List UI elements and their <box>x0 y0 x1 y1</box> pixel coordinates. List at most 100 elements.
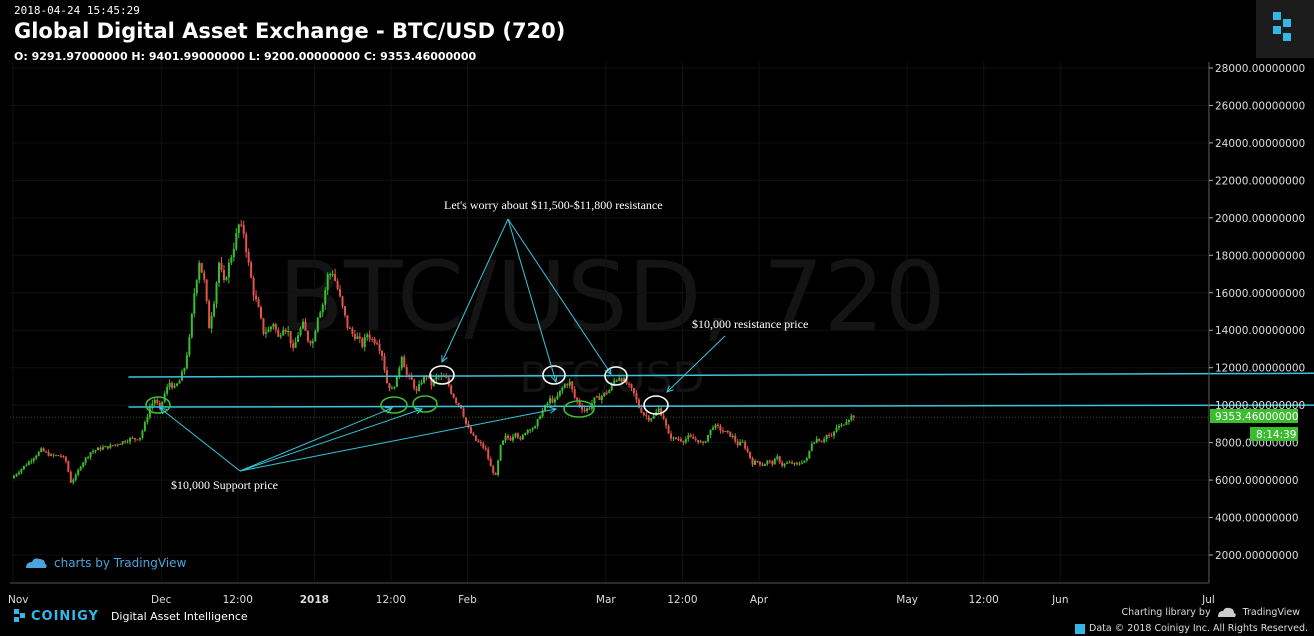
candle-body <box>536 419 539 427</box>
support-circle <box>412 395 438 413</box>
candle-body <box>230 257 233 263</box>
y-tick-label: 22000.00000000 <box>1215 175 1305 187</box>
candle-body <box>548 398 551 404</box>
candle-body <box>709 429 712 436</box>
arrow-head <box>549 406 558 414</box>
candle-body <box>492 466 495 473</box>
candle-body <box>82 462 85 467</box>
candle-body <box>808 450 811 459</box>
x-tick-label: 2018 <box>300 594 329 606</box>
annotation-marks <box>145 218 726 472</box>
charting-library-credit[interactable]: Charting library by TradingView <box>1122 606 1300 618</box>
candle-body <box>642 412 645 416</box>
candle-body <box>331 274 334 276</box>
candle-body <box>766 460 769 464</box>
candle-body <box>311 341 314 344</box>
y-tick-label: 24000.00000000 <box>1215 138 1305 150</box>
candle-body <box>823 439 826 442</box>
candle-body <box>193 293 196 314</box>
candle-body <box>423 376 426 383</box>
x-tick-label: Apr <box>750 594 769 606</box>
candle-body <box>190 313 193 338</box>
candle-body <box>319 312 322 318</box>
candle-body <box>247 251 250 263</box>
coinigy-mark-icon <box>14 609 25 622</box>
candle-body <box>798 463 801 465</box>
arrow-head <box>550 375 558 384</box>
y-axis[interactable]: 2000.00000000 4000.00000000 6000.00000000 8… <box>1208 62 1305 583</box>
candle-body <box>677 439 680 441</box>
y-tick-label: 6000.00000000 <box>1215 475 1299 487</box>
candle-body <box>198 262 201 281</box>
y-tick-label: 12000.00000000 <box>1215 363 1305 375</box>
coinigy-tagline: Digital Asset Intelligence <box>110 609 248 623</box>
coinigy-footer[interactable]: COINIGY Digital Asset Intelligence <box>12 608 248 624</box>
candle-body <box>576 397 579 402</box>
candle-body <box>445 376 448 378</box>
candle-body <box>697 439 700 443</box>
candle-body <box>195 280 198 294</box>
candle-body <box>62 456 65 458</box>
candle-body <box>87 456 90 458</box>
y-tick-label: 4000.00000000 <box>1215 513 1299 525</box>
candle-body <box>521 435 524 440</box>
candle-body <box>131 437 134 439</box>
candle-body <box>17 472 20 475</box>
candle-body <box>410 375 413 380</box>
countdown-label: 8:14:39 <box>1256 429 1296 441</box>
candle-body <box>59 455 62 457</box>
y-tick-label: 2000.00000000 <box>1215 550 1299 562</box>
chart-title: Global Digital Asset Exchange - BTC/USD … <box>14 19 566 43</box>
candle-body <box>608 390 611 394</box>
candle-body <box>694 438 697 440</box>
candle-body <box>334 274 337 281</box>
candle-body <box>32 458 35 461</box>
tradingview-badge[interactable]: charts by TradingView <box>24 556 186 570</box>
candle-body <box>504 435 507 441</box>
candle-body <box>534 426 537 429</box>
candle-body <box>647 416 650 421</box>
candle-body <box>119 443 122 445</box>
candle-body <box>573 389 576 398</box>
candle-body <box>810 443 813 451</box>
candle-body <box>20 469 23 473</box>
candle-body <box>477 440 480 443</box>
candle-body <box>487 449 490 459</box>
candle-body <box>341 296 344 307</box>
candle-body <box>729 431 732 437</box>
candle-body <box>351 328 354 334</box>
candle-body <box>793 462 796 464</box>
support-circle <box>380 396 408 414</box>
candle-body <box>390 388 393 390</box>
candle-body <box>101 447 104 450</box>
candle-body <box>143 422 146 431</box>
candle-body <box>225 277 228 280</box>
candle-body <box>161 401 164 407</box>
watermark-subtext: BTC/USD <box>519 353 704 402</box>
y-tick-label: 16000.00000000 <box>1215 288 1305 300</box>
candle-body <box>242 224 245 235</box>
candle-body <box>791 462 794 464</box>
resistance-circle <box>643 395 669 415</box>
coinigy-logo-icon <box>1273 12 1291 41</box>
horizontal-lines[interactable] <box>10 372 1314 418</box>
coinigy-logo-button[interactable] <box>1256 0 1314 58</box>
x-axis[interactable]: Nov Dec 12:00 2018 12:00 Feb Mar 12:00 Apr May 12:… <box>8 582 1215 606</box>
last-price-label: 9353.46000000 <box>1215 411 1299 423</box>
candle-body <box>114 444 117 446</box>
candle-body <box>805 458 808 461</box>
candle-body <box>450 385 453 394</box>
candle-body <box>348 327 351 329</box>
annotations: Let's worry about $11,500-$11,800 resist… <box>171 198 808 492</box>
candle-body <box>13 475 15 479</box>
candle-body <box>840 424 843 426</box>
candle-body <box>628 383 631 385</box>
candle-body <box>714 424 717 428</box>
candle-body <box>667 425 670 434</box>
watermark-text: BTC/USD, 720 <box>278 241 946 353</box>
candle-body <box>40 448 43 452</box>
charting-library-label: Charting library by <box>1121 606 1211 618</box>
candle-body <box>662 415 665 420</box>
candle-body <box>553 399 556 403</box>
